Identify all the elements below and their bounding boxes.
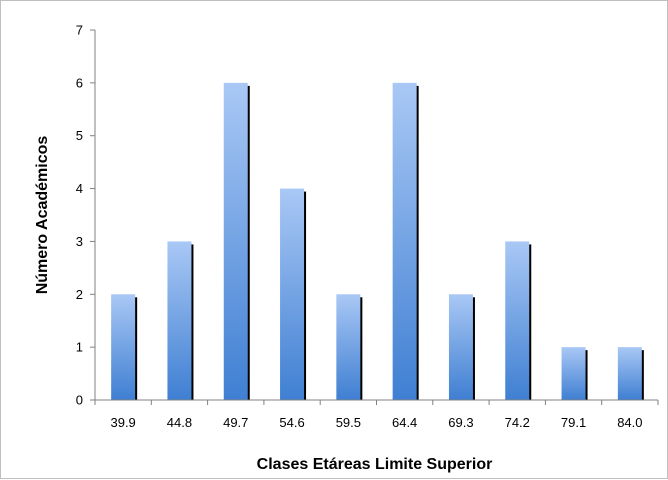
bar-79.1 — [561, 347, 586, 400]
bar-shadow — [640, 350, 644, 400]
x-tick-label: 39.9 — [110, 415, 135, 430]
y-tick-label: 3 — [76, 234, 83, 249]
x-axis-title: Clases Etáreas Limite Superior — [257, 456, 493, 473]
x-tick-label: 74.2 — [505, 415, 530, 430]
x-tick-label: 84.0 — [617, 415, 642, 430]
bar-84.0 — [617, 347, 642, 400]
bar-64.4 — [392, 82, 417, 400]
bar-74.2 — [505, 241, 530, 400]
x-tick-label: 64.4 — [392, 415, 417, 430]
bar-shadow — [528, 244, 532, 400]
y-axis-title: Número Académicos — [34, 136, 51, 295]
bar-shadow — [246, 85, 250, 400]
bar-shadow — [190, 244, 194, 400]
bar-shadow — [471, 297, 475, 400]
x-tick-label: 49.7 — [223, 415, 248, 430]
x-tick-label: 54.6 — [279, 415, 304, 430]
bar-69.3 — [448, 294, 473, 400]
bar-shadow — [415, 85, 419, 400]
y-tick-label: 6 — [76, 75, 83, 90]
x-tick-label: 44.8 — [167, 415, 192, 430]
y-tick-label: 4 — [76, 181, 83, 196]
bar-shadow — [134, 297, 138, 400]
bar-shadow — [584, 350, 588, 400]
x-tick-label: 59.5 — [336, 415, 361, 430]
bar-44.8 — [167, 241, 192, 400]
y-tick-label: 2 — [76, 287, 83, 302]
y-tick-label: 1 — [76, 340, 83, 355]
bar-shadow — [359, 297, 363, 400]
x-tick-label: 79.1 — [561, 415, 586, 430]
y-tick-label: 7 — [76, 23, 83, 38]
y-tick-label: 0 — [76, 393, 83, 408]
bar-39.9 — [111, 294, 136, 400]
bars — [111, 82, 644, 400]
y-axis-ticks: 0 1 2 3 4 5 6 7 — [76, 23, 95, 408]
bar-54.6 — [280, 188, 305, 400]
y-tick-label: 5 — [76, 128, 83, 143]
bar-shadow — [303, 191, 307, 400]
bar-49.7 — [223, 82, 248, 400]
x-axis-ticks: 39.9 44.8 49.7 54.6 59.5 64.4 69.3 74.2 79.1 84.0 — [94, 400, 659, 430]
x-tick-label: 69.3 — [448, 415, 473, 430]
bar-59.5 — [336, 294, 361, 400]
